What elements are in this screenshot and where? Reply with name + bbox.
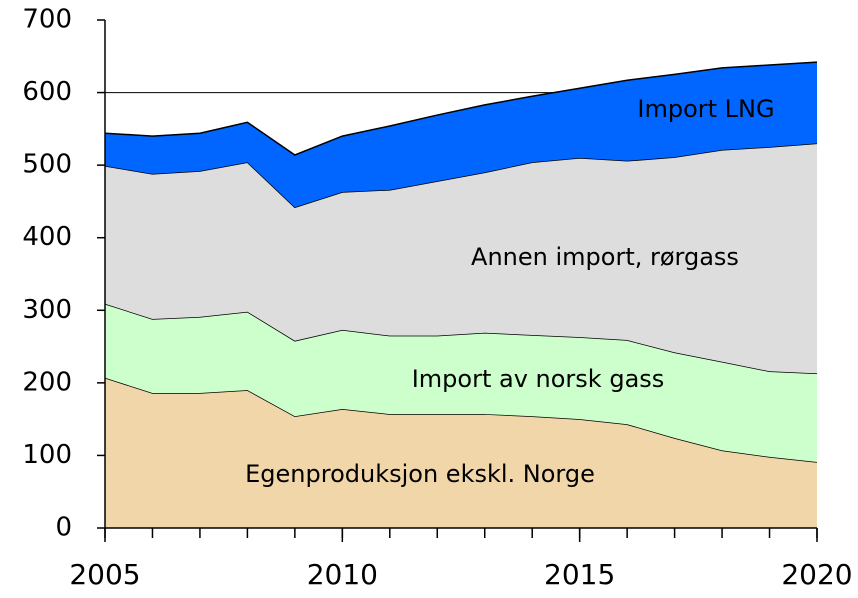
y-tick-label: 500 bbox=[22, 150, 72, 180]
area bbox=[105, 377, 817, 528]
x-tick-label: 2020 bbox=[781, 558, 852, 591]
area-outline bbox=[104, 61, 818, 156]
y-tick-label: 700 bbox=[22, 5, 72, 35]
y-tick-label: 0 bbox=[55, 513, 72, 543]
series-label: Import av norsk gass bbox=[412, 365, 665, 393]
series-label: Annen import, rørgass bbox=[471, 243, 739, 271]
area bbox=[105, 143, 817, 374]
series-label: Egenproduksjon ekskl. Norge bbox=[245, 460, 595, 488]
y-tick-label: 400 bbox=[22, 222, 72, 252]
area-outline bbox=[104, 142, 818, 209]
y-tick-label: 100 bbox=[22, 440, 72, 470]
x-tick-label: 2010 bbox=[307, 558, 378, 591]
area bbox=[105, 62, 817, 208]
y-tick-label: 600 bbox=[22, 77, 72, 107]
x-tick-label: 2015 bbox=[544, 558, 615, 591]
y-tick-label: 300 bbox=[22, 295, 72, 325]
y-tick-label: 200 bbox=[22, 367, 72, 397]
x-tick-label: 2005 bbox=[69, 558, 140, 591]
series-label: Import LNG bbox=[637, 95, 774, 123]
